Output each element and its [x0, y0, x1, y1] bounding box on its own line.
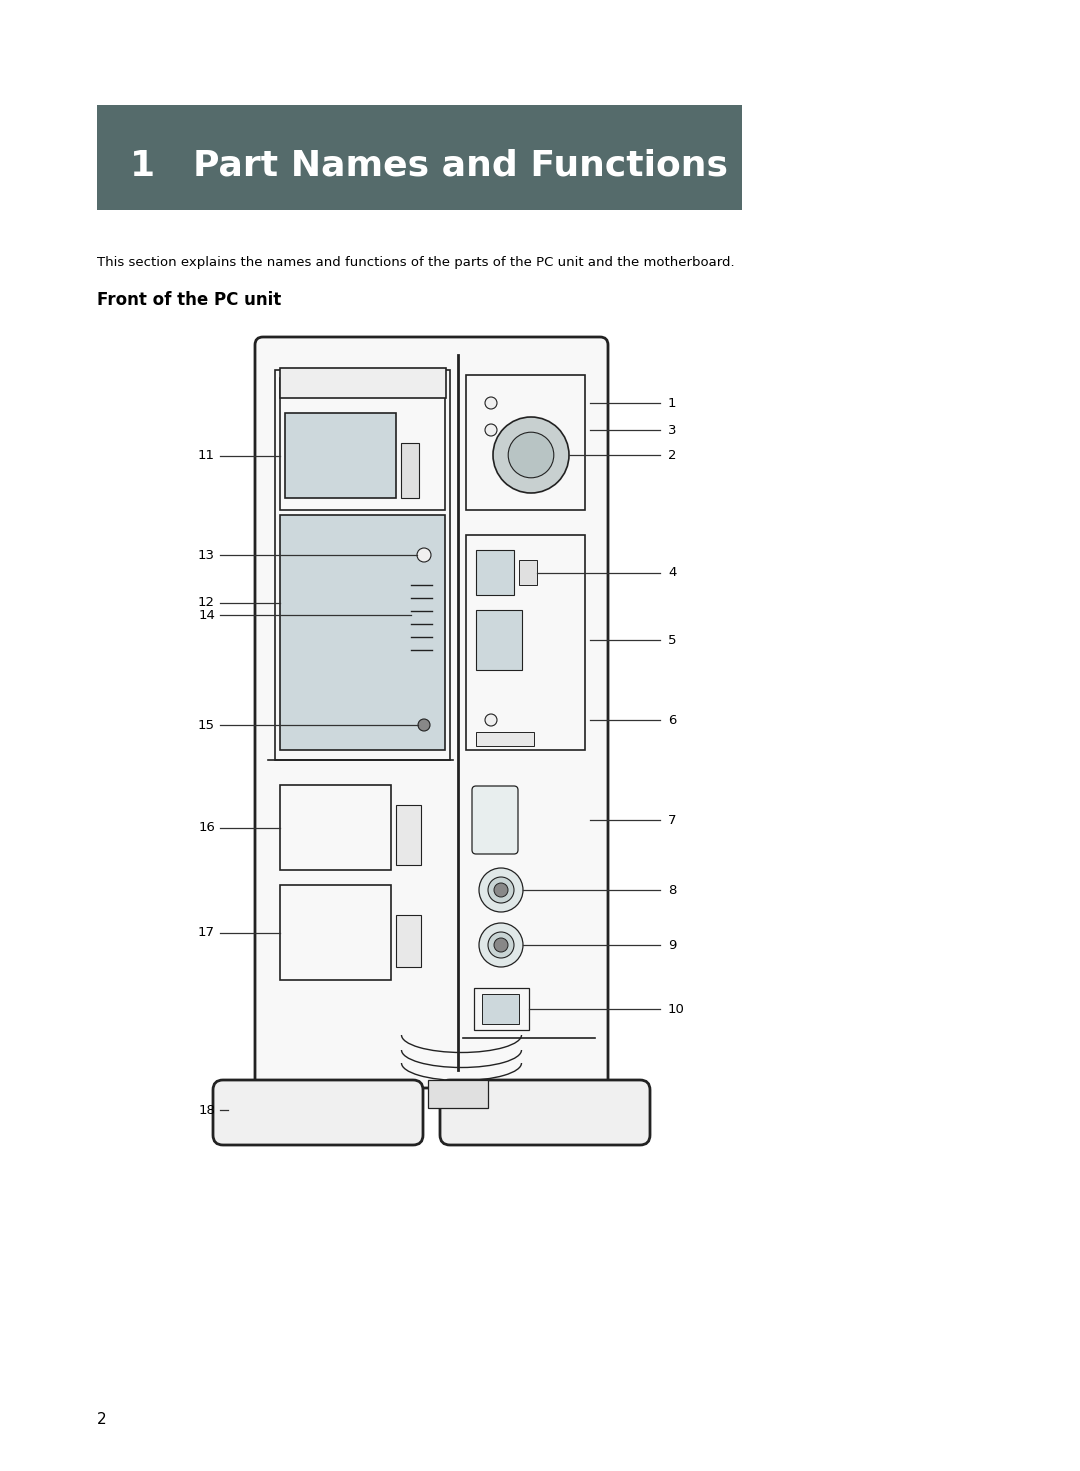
Text: 1   Part Names and Functions: 1 Part Names and Functions	[130, 149, 728, 182]
Bar	[476, 550, 514, 594]
Circle shape	[485, 424, 497, 435]
Bar	[482, 994, 519, 1024]
Text: 10: 10	[669, 1003, 685, 1015]
Circle shape	[480, 868, 523, 912]
Text: 7: 7	[669, 813, 676, 827]
Circle shape	[494, 883, 508, 897]
Text: 14: 14	[198, 609, 215, 622]
Circle shape	[485, 397, 497, 409]
Circle shape	[488, 877, 514, 903]
Bar	[428, 1080, 488, 1108]
Circle shape	[485, 713, 497, 727]
Bar	[465, 535, 585, 750]
Bar	[465, 375, 585, 510]
FancyBboxPatch shape	[255, 337, 608, 1089]
Circle shape	[509, 432, 554, 478]
Bar	[396, 805, 421, 865]
Bar	[285, 413, 396, 499]
Bar	[275, 371, 450, 761]
Text: 17: 17	[198, 927, 215, 938]
Text: 5: 5	[669, 634, 676, 646]
Bar	[280, 368, 446, 399]
Text: 18: 18	[198, 1103, 215, 1116]
Text: 9: 9	[669, 938, 676, 952]
Text: 16: 16	[198, 821, 215, 834]
Circle shape	[494, 938, 508, 952]
Text: 6: 6	[669, 713, 676, 727]
Circle shape	[492, 416, 569, 493]
Bar	[396, 915, 421, 968]
Text: 15: 15	[198, 718, 215, 731]
Text: 2: 2	[669, 449, 676, 462]
Bar	[519, 560, 537, 585]
Text: 1: 1	[669, 397, 676, 409]
Bar	[474, 989, 529, 1030]
FancyBboxPatch shape	[213, 1080, 423, 1144]
Circle shape	[488, 933, 514, 958]
Bar	[97, 104, 742, 210]
FancyBboxPatch shape	[440, 1080, 650, 1144]
Text: 13: 13	[198, 549, 215, 562]
Text: 2: 2	[97, 1412, 107, 1427]
Bar	[476, 733, 534, 746]
Circle shape	[480, 922, 523, 966]
Bar	[401, 443, 419, 499]
Text: 12: 12	[198, 596, 215, 609]
Text: 8: 8	[669, 884, 676, 896]
Circle shape	[418, 719, 430, 731]
Bar	[280, 786, 391, 869]
Text: 4: 4	[669, 566, 676, 580]
Text: 11: 11	[198, 449, 215, 462]
FancyBboxPatch shape	[472, 786, 518, 855]
Bar	[280, 378, 445, 510]
Text: Front of the PC unit: Front of the PC unit	[97, 291, 281, 309]
Text: 3: 3	[669, 424, 676, 437]
Bar	[476, 610, 522, 669]
Circle shape	[417, 549, 431, 562]
Bar	[280, 886, 391, 980]
Bar	[280, 515, 445, 750]
Text: This section explains the names and functions of the parts of the PC unit and th: This section explains the names and func…	[97, 256, 734, 269]
